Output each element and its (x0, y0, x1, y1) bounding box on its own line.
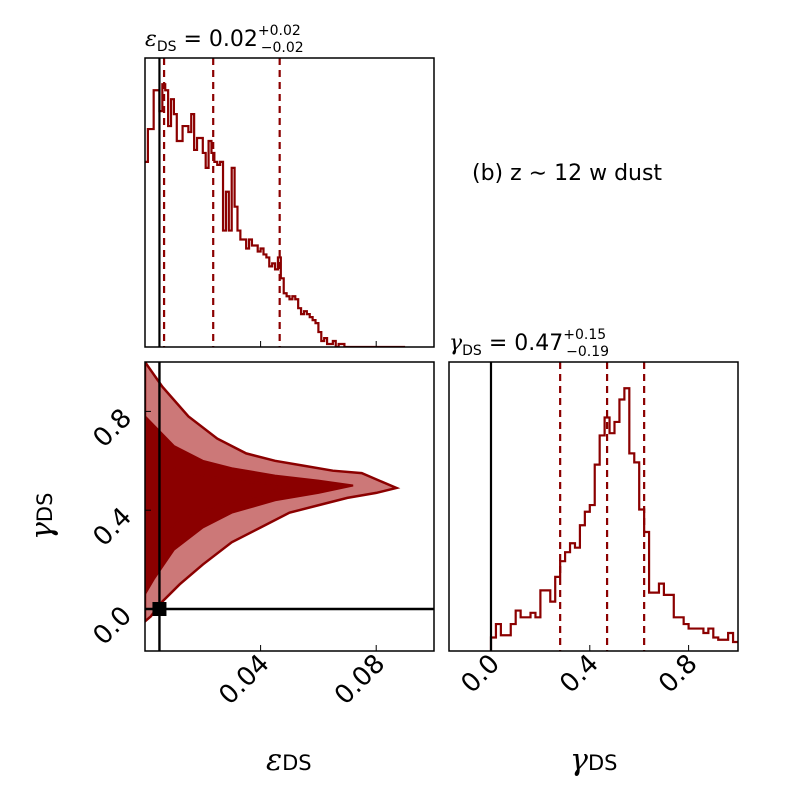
joint-frame (144, 361, 435, 652)
marginal-gamma-histogram (489, 387, 738, 651)
marginal-gamma-title: γDS = 0.47+0.15 −0.19 (449, 327, 609, 360)
marginal-eps-panel: εDS = 0.02+0.02 −0.02 (144, 23, 435, 348)
joint-panel: 0.04 0.08 0.0 0.4 0.8 εDS γDS (25, 361, 435, 778)
joint-y-tick-label: 0.8 (87, 403, 137, 453)
marginal-eps-title: εDS = 0.02+0.02 −0.02 (145, 23, 304, 56)
x-axis-label-gamma: γDS (570, 743, 617, 778)
panel-annotation: (b) z ∼ 12 w dust (472, 161, 662, 186)
joint-y-tick-label: 0.0 (87, 601, 137, 651)
joint-contour-core (145, 452, 290, 557)
joint-y-tick-label: 0.4 (87, 502, 137, 552)
joint-truth-marker (152, 602, 167, 617)
y-axis-label: γDS (25, 493, 60, 540)
marginal-gamma-tick-label: 0.8 (653, 649, 703, 699)
marginal-gamma-panel: 0.0 0.4 0.8 γDS = 0.47+0.15 −0.19 γDS (448, 327, 739, 778)
marginal-eps-frame (144, 57, 435, 348)
joint-x-tick-label: 0.08 (329, 649, 391, 711)
marginal-eps-histogram (145, 83, 406, 347)
marginal-gamma-frame (448, 361, 739, 652)
marginal-gamma-tick-label: 0.0 (455, 649, 505, 699)
joint-x-tick-label: 0.04 (213, 649, 275, 711)
x-axis-label: εDS (266, 743, 312, 778)
marginal-gamma-tick-label: 0.4 (554, 649, 604, 699)
